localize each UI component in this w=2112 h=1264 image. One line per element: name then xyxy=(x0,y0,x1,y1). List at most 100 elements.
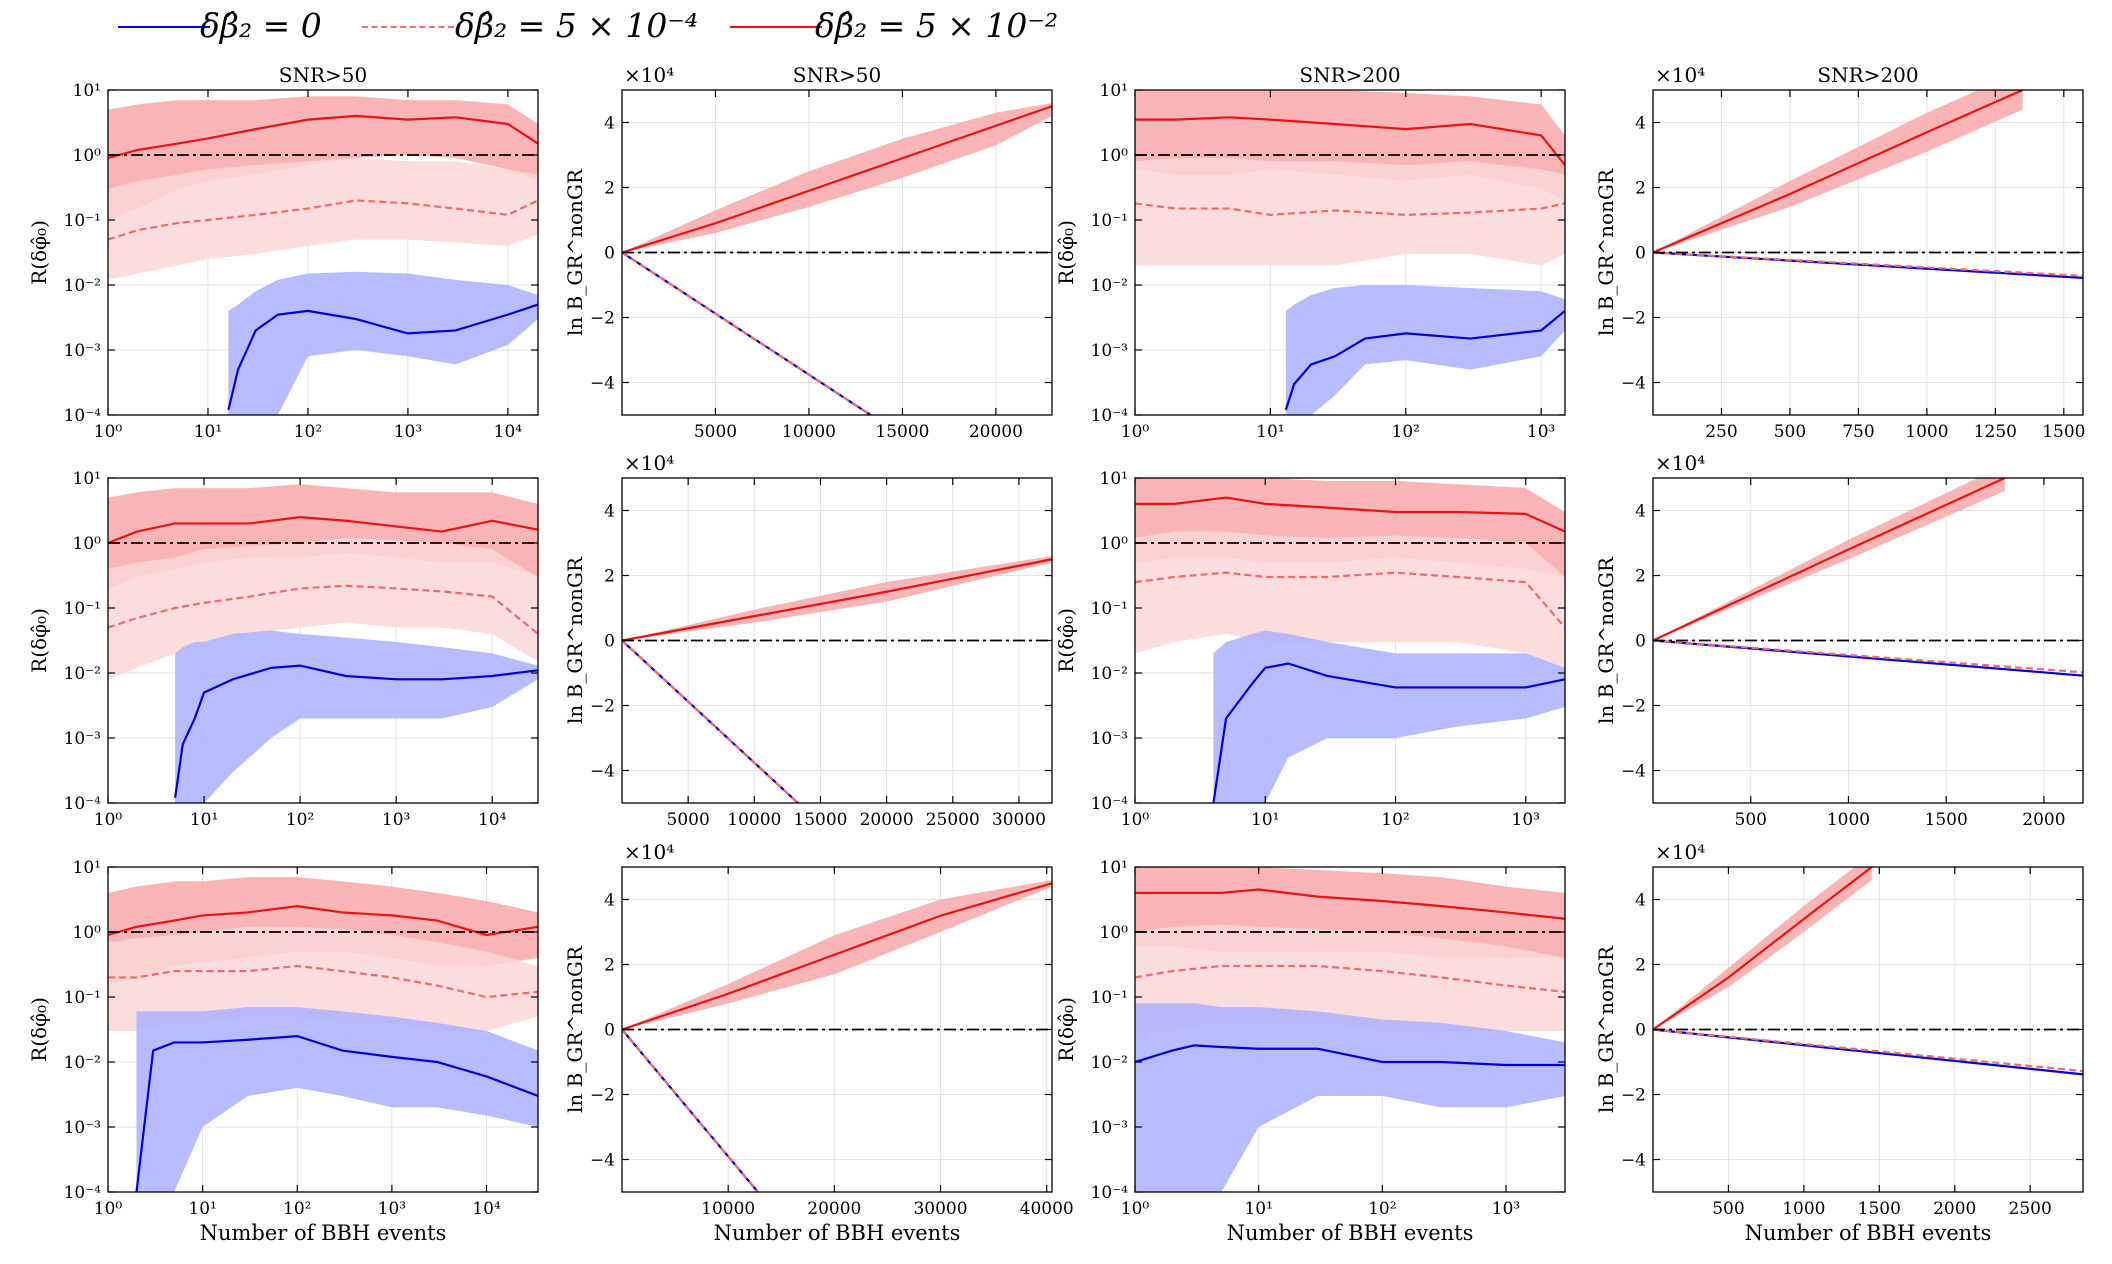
y-tick-label: 10¹ xyxy=(1100,469,1128,489)
confidence-band xyxy=(228,271,538,415)
y-tick-label: 10⁻⁴ xyxy=(1091,794,1129,814)
x-tick-label: 10² xyxy=(1381,810,1409,830)
x-tick-label: 10⁰ xyxy=(1121,1199,1150,1219)
y-tick-label: −2 xyxy=(1621,309,1646,329)
x-tick-label: 20000 xyxy=(969,422,1023,442)
plot-area xyxy=(622,880,1052,1192)
series-line xyxy=(622,882,1052,1031)
y-tick-label: 4 xyxy=(604,891,615,911)
x-tick-label: 10⁰ xyxy=(1121,422,1150,442)
chart-panel: 10000 20000 30000 40000 −4 −2 0 2 4 ×10⁴ Number of… xyxy=(563,840,1074,1245)
y-tick-label: 10⁰ xyxy=(1100,923,1129,943)
y-axis-label: ln B_GR^nonGR xyxy=(563,556,587,724)
x-tick-label: 2000 xyxy=(2022,810,2065,830)
x-tick-label: 15000 xyxy=(875,422,929,442)
y-tick-label: 0 xyxy=(604,632,615,652)
ticks xyxy=(107,866,538,1193)
axes-frame xyxy=(1134,89,1566,416)
plot-area xyxy=(108,484,538,803)
ticks xyxy=(1653,90,2083,415)
x-axis-label: Number of BBH events xyxy=(714,1221,961,1245)
y-tick-label: 10⁻⁴ xyxy=(1091,406,1129,426)
y-tick-label: 10⁻¹ xyxy=(64,211,101,231)
confidence-band xyxy=(622,556,1052,641)
y-axis-label: ln B_GR^nonGR xyxy=(1594,556,1618,724)
y-tick-label: −2 xyxy=(590,697,615,717)
axis-multiplier: ×10⁴ xyxy=(1655,840,1705,864)
legend-label: δβ̂₂ = 5 × 10⁻² xyxy=(815,6,1059,45)
axis-multiplier: ×10⁴ xyxy=(1655,451,1705,475)
series-line xyxy=(1653,478,2006,642)
series-line xyxy=(108,114,538,160)
x-tick-label: 15000 xyxy=(793,810,847,830)
y-tick-label: 2 xyxy=(604,956,615,976)
axes-frame xyxy=(107,89,539,416)
y-tick-label: 10⁻² xyxy=(1091,276,1128,296)
y-tick-label: 10⁻² xyxy=(64,664,101,684)
chart-panel: 10⁰ 10¹ 10² 10³ 10⁴ 10⁻⁴ 10⁻³ 10⁻² 10⁻¹ 10⁰ 10¹ R(δ… xyxy=(27,469,539,830)
chart-panel: 500 1000 1500 2000 −4 −2 0 2 4 ×10⁴ ln B_GR^nonGR xyxy=(1594,451,2084,830)
y-tick-label: 0 xyxy=(604,244,615,264)
ticks xyxy=(1134,477,1565,804)
axes-frame xyxy=(107,866,539,1193)
y-axis-label: R(δφ̂₀) xyxy=(27,997,51,1062)
ticks xyxy=(1653,867,2083,1192)
x-tick-label: 10⁴ xyxy=(494,422,523,442)
y-tick-label: 10⁻² xyxy=(64,1053,101,1073)
y-axis-label: ln B_GR^nonGR xyxy=(563,168,587,336)
y-tick-label: 0 xyxy=(604,1021,615,1041)
y-tick-label: 10⁻⁴ xyxy=(64,406,102,426)
x-tick-label: 10⁴ xyxy=(478,810,507,830)
confidence-band xyxy=(1213,630,1565,803)
confidence-band xyxy=(136,1007,538,1192)
x-tick-label: 500 xyxy=(1774,422,1806,442)
y-axis-label: R(δφ̂₀) xyxy=(27,220,51,285)
x-tick-label: 500 xyxy=(1735,810,1767,830)
chart-panel: 250 500 750 1000 1250 1500 −4 −2 0 2 4 SNR>200 ×10⁴ l… xyxy=(1594,63,2085,442)
x-tick-label: 10¹ xyxy=(188,1199,216,1219)
x-tick-label: 750 xyxy=(1842,422,1874,442)
x-tick-label: 20000 xyxy=(860,810,914,830)
x-tick-label: 1500 xyxy=(2042,422,2085,442)
confidence-band xyxy=(1653,90,2023,253)
y-axis-label: ln B_GR^nonGR xyxy=(563,945,587,1113)
confidence-band xyxy=(108,96,538,220)
ticks xyxy=(1653,478,2083,803)
plot-area xyxy=(108,877,538,1192)
y-tick-label: 2 xyxy=(604,179,615,199)
y-axis-label: ln B_GR^nonGR xyxy=(1594,168,1618,336)
y-tick-label: 10¹ xyxy=(1100,81,1128,101)
confidence-band xyxy=(108,157,538,280)
ticks xyxy=(1134,89,1565,416)
confidence-band xyxy=(108,484,538,589)
y-tick-label: 10⁻³ xyxy=(1091,1118,1128,1138)
y-tick-label: 10⁻³ xyxy=(64,341,101,361)
y-tick-label: −4 xyxy=(1621,1151,1646,1171)
y-tick-label: 10¹ xyxy=(73,469,101,489)
series-line xyxy=(1653,639,2083,674)
y-tick-label: 4 xyxy=(1635,502,1646,522)
x-tick-label: 10³ xyxy=(1492,1199,1520,1219)
series-line xyxy=(1284,310,1565,411)
y-tick-label: 4 xyxy=(604,502,615,522)
x-tick-label: 10000 xyxy=(701,1199,755,1219)
legend-line xyxy=(118,26,210,28)
y-axis-label: ln B_GR^nonGR xyxy=(1594,945,1618,1113)
y-tick-label: 10⁻⁴ xyxy=(64,794,102,814)
x-tick-label: 10² xyxy=(286,810,314,830)
series-line xyxy=(108,964,538,999)
chart-panel: 5000 10000 15000 20000 −4 −2 0 2 4 SNR>50 ×10⁴ ln B… xyxy=(563,63,1053,442)
chart-title: SNR>200 xyxy=(1817,63,1918,87)
chart-title: SNR>50 xyxy=(279,63,367,87)
chart-panel: 10⁰ 10¹ 10² 10³ 10⁴10⁻⁴10⁻³10⁻²10⁻¹10⁰10¹Num… xyxy=(27,858,539,1245)
ticks xyxy=(622,867,1052,1192)
x-tick-label: 1250 xyxy=(1974,422,2017,442)
x-tick-label: 10⁰ xyxy=(94,422,123,442)
x-tick-label: 25000 xyxy=(926,810,980,830)
plot-area xyxy=(1653,478,2083,677)
y-tick-label: 10⁻³ xyxy=(64,729,101,749)
x-tick-label: 20000 xyxy=(807,1199,861,1219)
plot-area xyxy=(1135,90,1565,415)
series-line xyxy=(1135,496,1565,533)
confidence-band xyxy=(108,537,538,680)
